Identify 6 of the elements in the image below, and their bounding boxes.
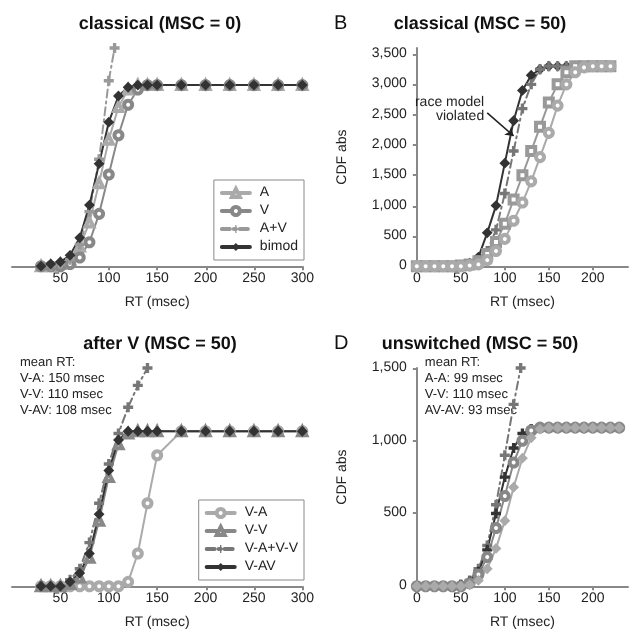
chart-title: classical (MSC = 0): [78, 13, 242, 33]
chart-subtitle: D: [334, 333, 349, 355]
chart-title: after V (MSC = 50): [83, 333, 237, 353]
chart-title: classical (MSC = 50): [393, 13, 567, 33]
chart-title: unswitched (MSC = 50): [381, 333, 579, 353]
chart-subtitle: B: [334, 13, 348, 35]
